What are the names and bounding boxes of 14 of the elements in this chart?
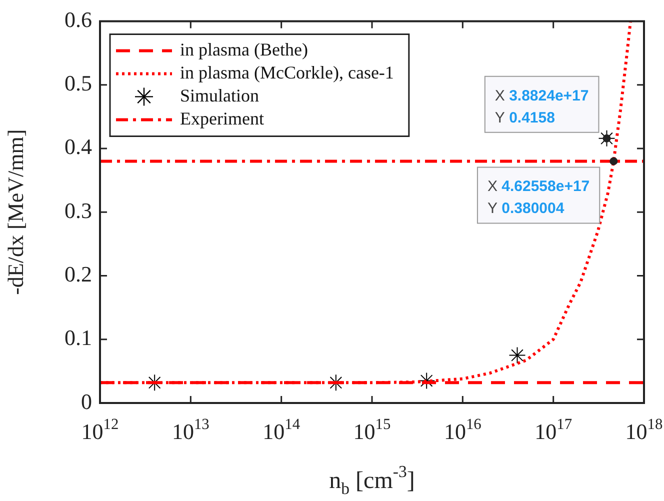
- legend-label: in plasma (Bethe): [180, 39, 308, 60]
- legend-label: in plasma (McCorkle), case-1: [180, 62, 394, 82]
- y-tick-label: 0.3: [64, 198, 92, 223]
- y-tick-label: 0.4: [64, 134, 92, 160]
- y-tick-label: 0.5: [64, 70, 92, 96]
- y-tick-label: 0: [81, 388, 92, 414]
- legend-label: Experiment: [180, 108, 264, 128]
- legend-label: Simulation: [180, 85, 260, 106]
- y-tick-label: 0.6: [64, 6, 92, 32]
- y-tick-label: 0.1: [64, 325, 92, 350]
- y-axis-title: -dE/dx [MeV/mm]: [2, 129, 28, 295]
- annotation: X 4.62558e+17 Y 0.380004: [487, 178, 590, 218]
- annotation: X 3.8824e+17 Y 0.4158: [494, 87, 589, 126]
- y-tick-label: 0.2: [64, 262, 92, 287]
